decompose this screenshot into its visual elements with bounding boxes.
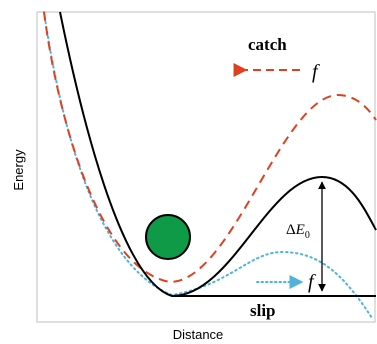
slip-curve bbox=[43, 11, 373, 319]
catch-force-label: f bbox=[312, 61, 320, 83]
x-axis-label: Distance bbox=[173, 327, 224, 342]
slip-label: slip bbox=[250, 301, 276, 320]
y-axis-label: Energy bbox=[11, 149, 26, 191]
slip-force-label: f bbox=[308, 271, 316, 293]
unloaded-curve bbox=[59, 11, 377, 298]
barrier-label: ΔE0 bbox=[286, 222, 310, 241]
catch-label: catch bbox=[248, 35, 287, 54]
plot-frame bbox=[36, 11, 376, 323]
catch-curve bbox=[43, 11, 377, 284]
particle-circle bbox=[145, 214, 191, 260]
